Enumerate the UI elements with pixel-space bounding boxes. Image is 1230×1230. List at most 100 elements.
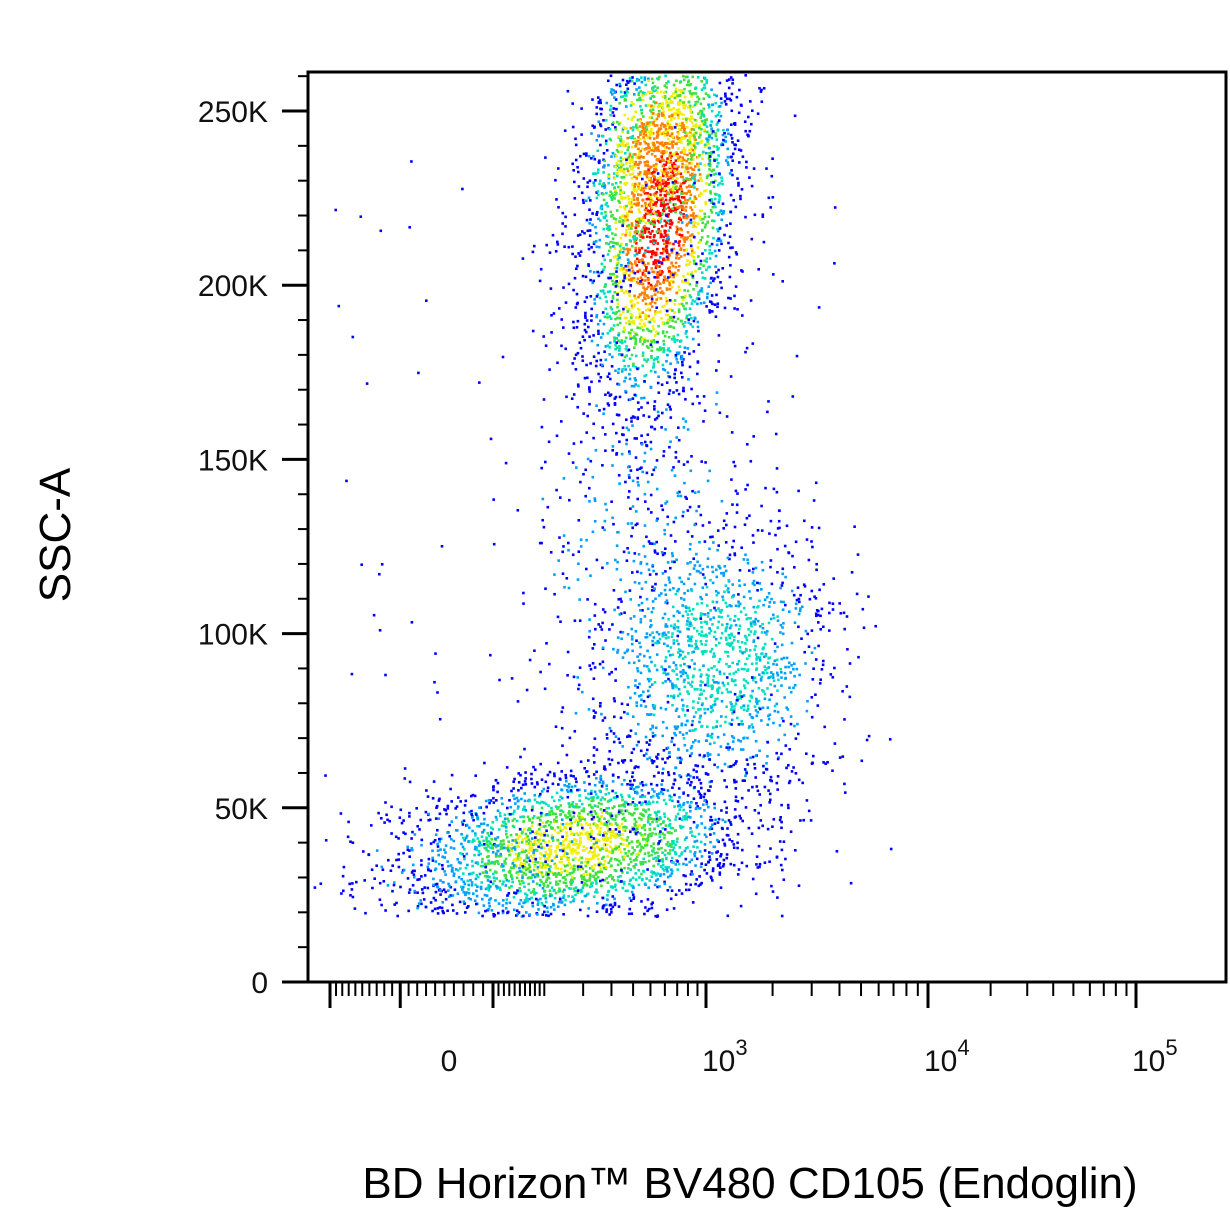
event-dot (576, 383, 580, 386)
event-dot (609, 259, 612, 263)
event-dot (648, 136, 652, 140)
event-dot (663, 275, 666, 279)
event-dot (860, 759, 864, 763)
event-dot (767, 196, 771, 200)
event-dot (734, 143, 737, 147)
event-dot (698, 136, 701, 139)
event-dot (760, 719, 763, 722)
event-dot (662, 798, 666, 802)
event-dot (756, 619, 760, 623)
event-dot (716, 161, 720, 165)
event-dot (653, 408, 656, 411)
event-dot (730, 169, 733, 172)
event-dot (613, 91, 617, 94)
event-dot (791, 554, 794, 558)
event-dot (643, 208, 647, 212)
event-dot (765, 167, 768, 170)
event-dot (645, 266, 648, 269)
event-dot (609, 246, 612, 249)
event-dot (787, 806, 790, 810)
event-dot (645, 175, 649, 179)
event-dot (634, 679, 637, 682)
event-dot (665, 82, 668, 85)
event-dot (773, 704, 777, 708)
event-dot (608, 672, 611, 676)
event-dot (842, 611, 846, 615)
event-dot (609, 833, 613, 837)
event-dot (716, 765, 719, 769)
event-dot (631, 172, 635, 176)
event-dot (663, 258, 667, 262)
event-dot (704, 189, 708, 192)
event-dot (727, 579, 730, 582)
event-dot (574, 306, 578, 309)
event-dot (716, 735, 720, 739)
event-dot (701, 702, 704, 705)
event-dot (709, 174, 713, 177)
event-dot (666, 348, 670, 352)
event-dot (617, 413, 620, 417)
event-dot (610, 307, 614, 311)
event-dot (695, 102, 698, 106)
event-dot (683, 127, 686, 131)
event-dot (719, 745, 723, 748)
event-dot (666, 279, 669, 282)
event-dot (523, 859, 526, 862)
event-dot (668, 123, 672, 126)
event-dot (681, 156, 685, 159)
event-dot (648, 756, 652, 760)
event-dot (694, 125, 698, 129)
event-dot (702, 689, 706, 693)
event-dot (622, 550, 626, 554)
event-dot (662, 304, 666, 308)
event-dot (648, 185, 652, 189)
event-dot (660, 225, 664, 228)
event-dot (596, 832, 600, 836)
event-dot (652, 366, 655, 369)
event-dot (689, 295, 693, 299)
event-dot (663, 134, 667, 137)
event-dot (848, 695, 852, 699)
event-dot (588, 234, 592, 237)
event-dot (684, 179, 687, 183)
event-dot (661, 363, 665, 367)
event-dot (602, 119, 605, 122)
event-dot (640, 217, 643, 220)
event-dot (619, 250, 622, 254)
event-dot (753, 648, 756, 651)
event-dot (685, 719, 689, 723)
event-dot (593, 298, 596, 301)
event-dot (691, 680, 694, 684)
event-dot (692, 715, 696, 719)
event-dot (579, 154, 582, 158)
event-dot (631, 783, 634, 787)
event-dot (676, 619, 680, 623)
event-dot (659, 348, 663, 351)
event-dot (771, 676, 775, 679)
event-dot (686, 781, 689, 785)
event-dot (707, 668, 710, 671)
event-dot (666, 124, 669, 128)
event-dot (694, 225, 697, 229)
event-dot (676, 155, 679, 158)
event-dot (643, 664, 646, 668)
event-dot (631, 526, 634, 530)
event-dot (663, 231, 667, 235)
event-dot (797, 778, 801, 782)
event-dot (646, 713, 649, 716)
event-dot (751, 571, 755, 574)
event-dot (712, 236, 715, 240)
event-dot (855, 592, 859, 596)
event-dot (671, 280, 675, 284)
event-dot (630, 534, 633, 538)
event-dot (602, 216, 606, 219)
event-dot (793, 621, 797, 624)
event-dot (691, 105, 695, 108)
event-dot (734, 205, 738, 209)
event-dot (789, 671, 792, 674)
event-dot (646, 358, 650, 361)
event-dot (680, 357, 684, 361)
event-dot (615, 452, 619, 455)
event-dot (572, 870, 576, 873)
event-dot (704, 223, 707, 226)
